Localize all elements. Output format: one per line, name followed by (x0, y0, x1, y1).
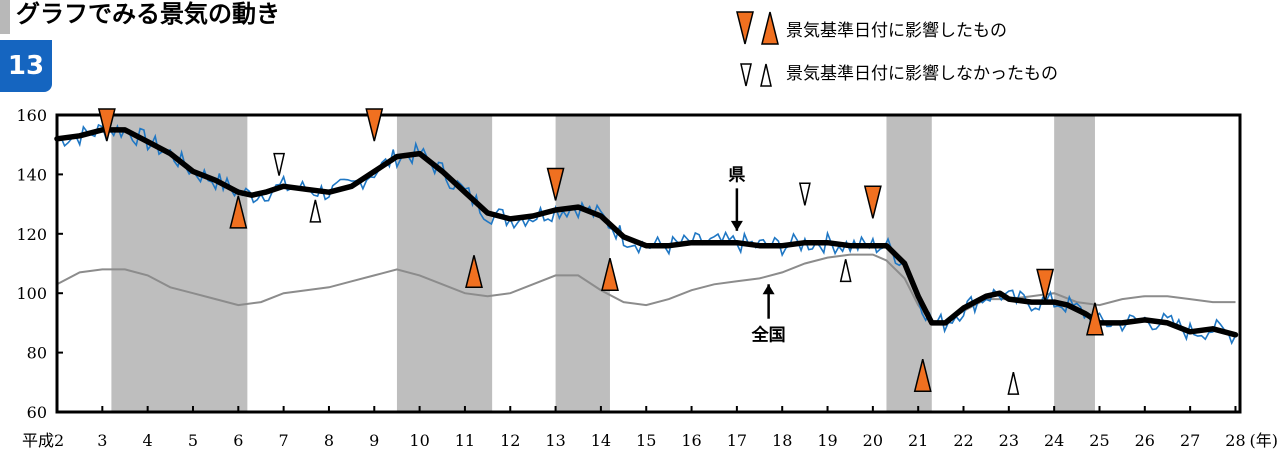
hollow-up-marker-11 (309, 199, 322, 223)
x-tick-label: 8 (324, 431, 334, 450)
x-tick-label: 23 (999, 431, 1019, 450)
x-tick-label: 20 (863, 431, 883, 450)
series-arrow-head-0 (730, 220, 743, 231)
x-tick-label: 12 (500, 431, 520, 450)
x-axis-ticks: 平成2 3 4 5 6 7 8 9 10 11 12 13 14 15 16 17 18 19 20 21 22 23 24… (22, 406, 1278, 450)
page-title: グラフでみる景気の動き (16, 0, 280, 28)
y-tick-label: 160 (16, 106, 47, 125)
x-tick-label: 26 (1135, 431, 1155, 450)
series-label-1: 全国 (751, 325, 786, 346)
legend-hollow-label: 景気基準日付に影響しなかったもの (786, 64, 1058, 84)
y-tick-label: 80 (27, 344, 47, 363)
hollow-up-marker-13 (839, 259, 852, 283)
hollow-up-marker-14 (1007, 372, 1020, 395)
filled-down-marker-4 (546, 167, 565, 201)
x-tick-label: 14 (591, 431, 611, 450)
filled-up-marker-5 (601, 258, 619, 291)
x-tick-label: 7 (279, 431, 289, 450)
filled-up-marker-9 (1085, 302, 1104, 336)
recession-band-2 (555, 115, 610, 412)
y-axis-ticks: 60 80 100 120 140 160 (16, 106, 63, 422)
figure-number-badge: 13 (0, 40, 52, 92)
x-tick-label: 4 (143, 431, 153, 450)
national-line (56, 253, 1236, 324)
legend-filled-label: 景気基準日付に影響したもの (786, 21, 1007, 41)
turning-point-markers (97, 108, 1104, 395)
hollow-down-marker-10 (273, 152, 286, 176)
x-tick-label: 18 (772, 431, 792, 450)
hollow-down-marker-12 (798, 182, 811, 206)
x-tick-label: 13 (545, 431, 565, 450)
y-tick-label: 120 (16, 225, 47, 244)
x-tick-label: 5 (188, 431, 198, 450)
legend-filled-up-marker (761, 11, 779, 45)
filled-down-marker-0 (97, 108, 116, 142)
x-tick-label: 6 (233, 431, 243, 450)
series-label-0: 県 (728, 165, 745, 185)
x-tick-label: 24 (1044, 431, 1064, 450)
recession-band-4 (1054, 115, 1095, 412)
y-tick-label: 60 (27, 403, 47, 422)
recession-band-0 (111, 115, 248, 412)
legend: 景気基準日付に影響したもの 景気基準日付に影響しなかったもの (736, 11, 1058, 87)
x-tick-label: 27 (1180, 431, 1200, 450)
prefecture-trend-line (54, 127, 1239, 338)
filled-up-marker-1 (229, 195, 248, 229)
x-tick-label: 10 (409, 431, 429, 450)
plot-border (55, 113, 1242, 414)
filled-up-marker-7 (913, 359, 932, 392)
recession-bands (111, 115, 1095, 412)
x-tick-label: 19 (817, 431, 837, 450)
series-annotations: 県全国 (728, 165, 785, 345)
x-tick-label: 25 (1089, 431, 1109, 450)
series-lines (54, 123, 1239, 346)
x-tick-label: 17 (727, 431, 747, 450)
recession-band-1 (396, 115, 493, 412)
plot-frame (55, 113, 1242, 414)
filled-down-marker-2 (365, 108, 384, 142)
x-tick-label: 3 (97, 431, 107, 450)
series-arrow-head-1 (762, 284, 775, 295)
x-tick-label: 28 (1225, 431, 1245, 450)
filled-down-marker-8 (1036, 268, 1055, 302)
x-tick-label: 9 (369, 431, 379, 450)
legend-hollow-up-marker (760, 63, 772, 87)
x-tick-label: 21 (908, 431, 928, 450)
legend-hollow-down-marker (740, 63, 752, 87)
x-tick-label: 15 (636, 431, 656, 450)
legend-filled-down-marker (736, 11, 754, 45)
y-tick-label: 140 (16, 165, 47, 184)
x-tick-label: 22 (953, 431, 973, 450)
title-accent-bar (0, 0, 10, 34)
x-tick-label: 平成2 (22, 431, 64, 450)
x-tick-label: 11 (455, 431, 475, 450)
y-tick-label: 100 (16, 284, 47, 303)
filled-up-marker-3 (465, 255, 483, 289)
x-axis-unit: (年) (1249, 431, 1278, 450)
filled-down-marker-6 (863, 185, 882, 219)
x-tick-label: 16 (681, 431, 701, 450)
